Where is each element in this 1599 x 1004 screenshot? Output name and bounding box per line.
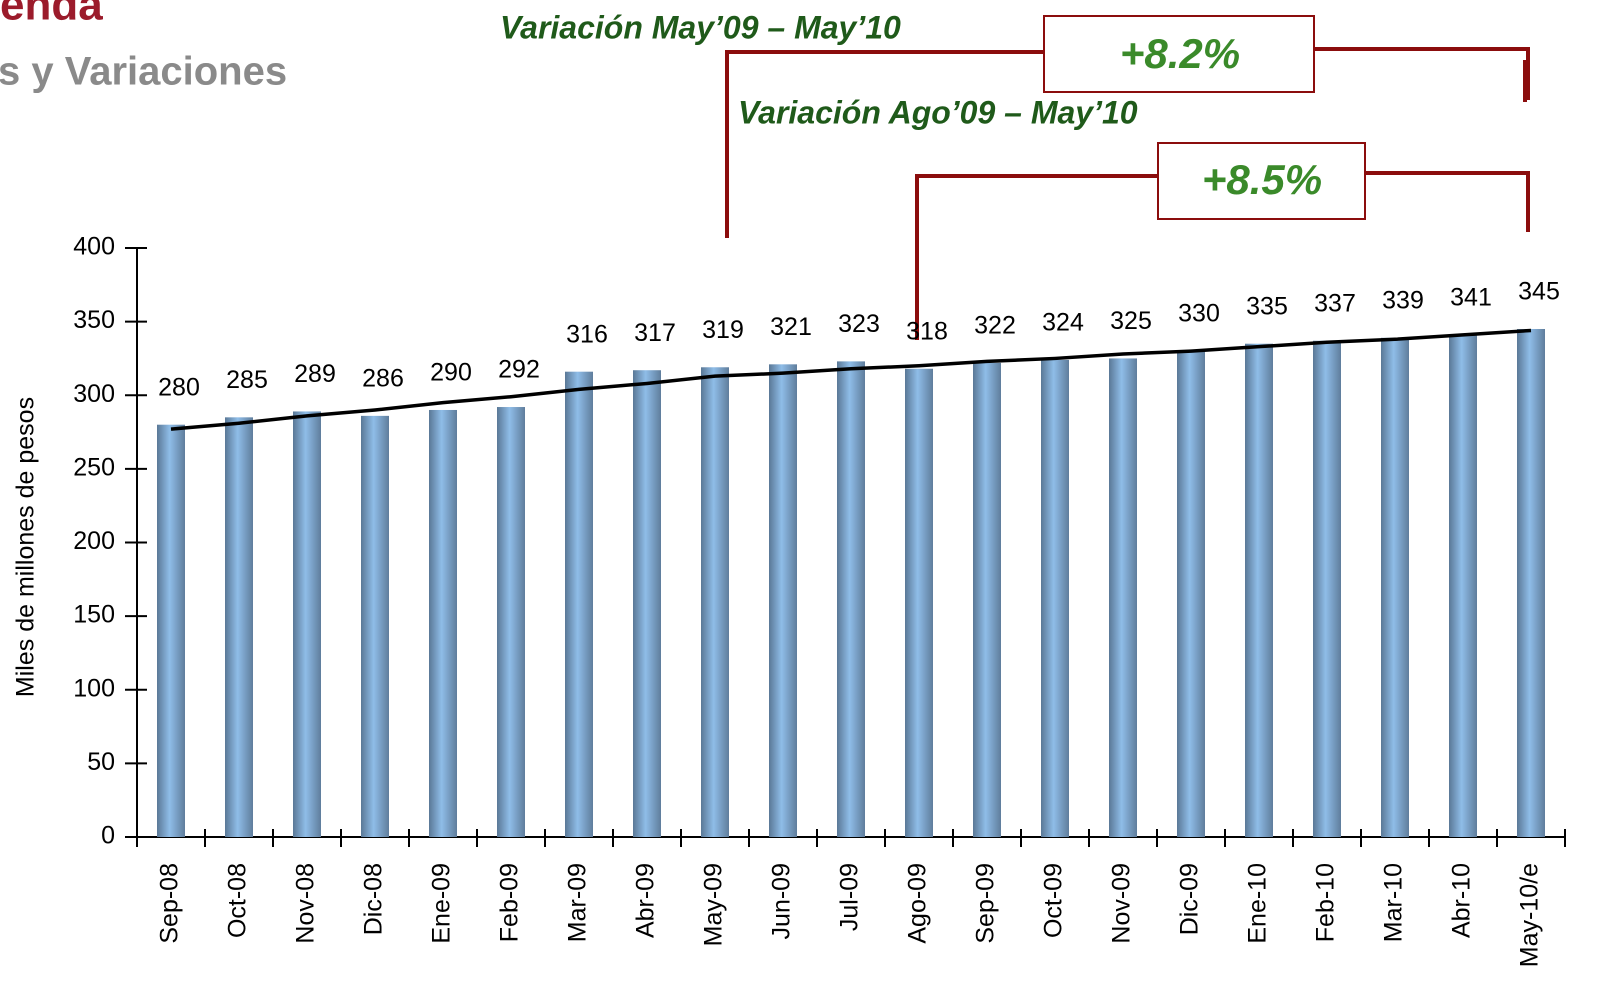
- bar: [1245, 343, 1273, 837]
- trend-line: [170, 328, 1532, 431]
- x-tick-label: Feb-10: [1312, 863, 1340, 942]
- data-label: 337: [1314, 289, 1356, 317]
- data-label: 345: [1518, 278, 1560, 306]
- data-label: 316: [566, 320, 608, 348]
- x-tick-label: May-10/e: [1516, 863, 1544, 967]
- bar: [701, 367, 729, 837]
- data-label: 280: [158, 373, 200, 401]
- data-label: 324: [1042, 309, 1084, 337]
- subtitle: s y Variaciones: [0, 50, 287, 94]
- x-tick-label: Dic-09: [1176, 863, 1204, 935]
- y-tick-label: 250: [73, 453, 115, 481]
- y-tick-label: 350: [73, 306, 115, 334]
- bar: [1517, 328, 1545, 837]
- y-tick-label: 400: [73, 233, 115, 261]
- bar: [769, 364, 797, 837]
- x-tick-label: Oct-08: [224, 863, 252, 938]
- bar: [633, 370, 661, 837]
- bar: [565, 371, 593, 837]
- annotation: Variación May’09 – May’10: [500, 9, 901, 45]
- data-label: 285: [226, 366, 268, 394]
- bar: [293, 411, 321, 837]
- y-tick-label: 150: [73, 601, 115, 629]
- title: enda: [0, 0, 103, 30]
- x-tick-label: Jul-09: [836, 863, 864, 931]
- data-label: 286: [362, 364, 404, 392]
- bar: [1041, 359, 1069, 837]
- x-tick-label: Abr-09: [632, 863, 660, 938]
- bracket: [915, 171, 1530, 340]
- data-label: 322: [974, 311, 1016, 339]
- y-tick-label: 0: [101, 822, 115, 850]
- x-tick-label: Jun-09: [768, 863, 796, 939]
- x-tick-label: Nov-08: [292, 863, 320, 944]
- y-tick-label: 300: [73, 380, 115, 408]
- data-label: 339: [1382, 286, 1424, 314]
- data-label: 330: [1178, 300, 1220, 328]
- y-axis-label: Miles de millones de pesos: [12, 397, 40, 697]
- data-label: 290: [430, 359, 472, 387]
- data-label: 289: [294, 360, 336, 388]
- data-label: 321: [770, 313, 812, 341]
- annotation: Variación Ago’09 – May’10: [738, 94, 1138, 130]
- bar: [1313, 340, 1341, 837]
- data-label: 341: [1450, 283, 1492, 311]
- data-label: 325: [1110, 307, 1152, 335]
- x-tick-label: Mar-09: [564, 863, 592, 942]
- data-label: 319: [702, 316, 744, 344]
- x-tick-label: Ene-09: [428, 863, 456, 944]
- bar: [1109, 358, 1137, 837]
- data-label: 335: [1246, 292, 1288, 320]
- bar: [361, 415, 389, 837]
- annotation-box: [1043, 15, 1315, 93]
- x-tick-label: Mar-10: [1380, 863, 1408, 942]
- bar: [973, 362, 1001, 837]
- bar: [429, 409, 457, 837]
- annotation-box: [1157, 142, 1366, 220]
- bar: [1449, 334, 1477, 837]
- y-tick-label: 50: [87, 748, 115, 776]
- bar: [157, 424, 185, 837]
- bar: [905, 368, 933, 837]
- y-tick-label: 200: [73, 527, 115, 555]
- x-tick-label: Ago-09: [904, 863, 932, 944]
- data-label: 318: [906, 317, 948, 345]
- x-tick-label: Ene-10: [1244, 863, 1272, 944]
- x-tick-label: Abr-10: [1448, 863, 1476, 938]
- x-tick-label: Nov-09: [1108, 863, 1136, 944]
- bracket: [725, 47, 1530, 238]
- bar: [497, 407, 525, 837]
- bar: [1177, 351, 1205, 837]
- data-label: 292: [498, 356, 540, 384]
- bar: [837, 361, 865, 837]
- y-tick-label: 100: [73, 674, 115, 702]
- annotation-value: +8.2%: [1120, 30, 1240, 77]
- data-label: 323: [838, 310, 880, 338]
- x-tick-label: Oct-09: [1040, 863, 1068, 938]
- data-label: 317: [634, 319, 676, 347]
- x-tick-label: May-09: [700, 863, 728, 946]
- x-tick-label: Dic-08: [360, 863, 388, 935]
- x-tick-label: Sep-08: [156, 863, 184, 944]
- bar: [225, 417, 253, 837]
- x-tick-label: Feb-09: [496, 863, 524, 942]
- x-tick-label: Sep-09: [972, 863, 1000, 944]
- annotation-value: +8.5%: [1202, 156, 1322, 203]
- bar: [1381, 337, 1409, 837]
